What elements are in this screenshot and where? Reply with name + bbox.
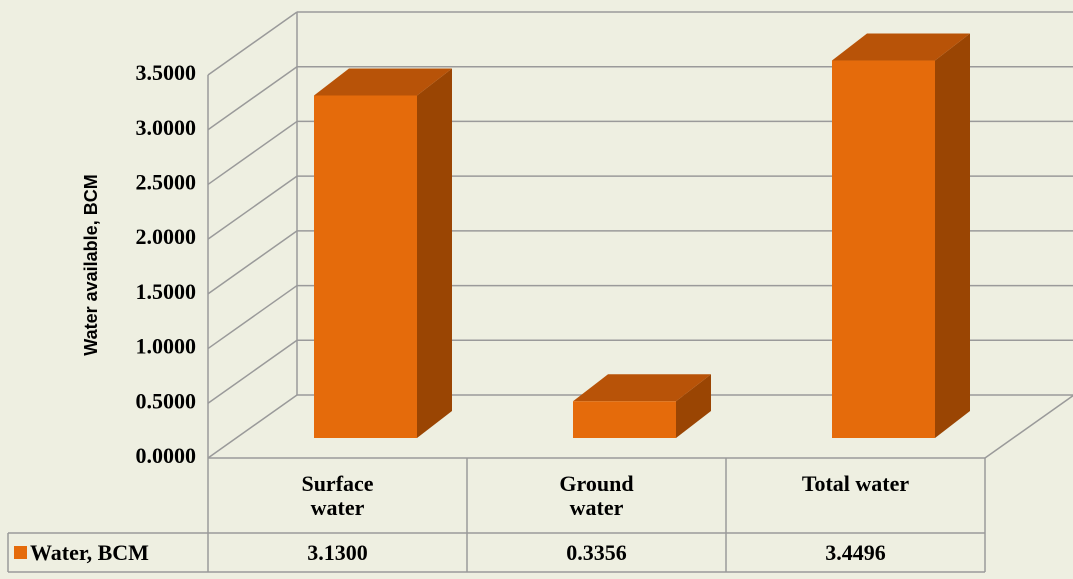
y-tick-label: 1.0000 [136, 334, 197, 359]
x-tick-label: Surface water [301, 471, 374, 520]
bar [573, 401, 676, 438]
bar-top [573, 374, 711, 402]
bar [314, 95, 417, 438]
y-tick-label: 0.5000 [136, 388, 197, 413]
y-tick-label: 2.0000 [136, 224, 197, 249]
x-tick-label: Ground water [559, 471, 634, 520]
y-tick-label: 2.5000 [136, 169, 197, 194]
bar-side [676, 374, 711, 438]
grid-line [207, 230, 298, 295]
grid-line [207, 120, 298, 186]
legend-label: Water, BCM [30, 540, 149, 565]
y-axis-title: Water available, BCM [81, 174, 101, 355]
bar-top [314, 68, 452, 96]
grid-line [207, 175, 298, 240]
legend-swatch [14, 546, 27, 559]
floor-edge [984, 394, 1073, 459]
table-value: 0.3356 [566, 540, 627, 565]
table-value: 3.1300 [307, 540, 368, 565]
bar-side [935, 33, 970, 439]
y-tick-label: 3.5000 [136, 60, 197, 85]
grid-line [207, 284, 298, 350]
grid-line [207, 66, 298, 131]
y-tick-label: 3.0000 [136, 115, 197, 140]
x-tick-label: Total water [801, 471, 910, 496]
grid-line [207, 11, 298, 76]
bar-top [832, 33, 970, 61]
bar-side [417, 68, 452, 438]
y-tick-label: 0.0000 [136, 443, 197, 468]
y-tick-label: 1.5000 [136, 279, 197, 304]
grid-line [207, 339, 298, 404]
bar [832, 60, 935, 439]
grid-line [207, 394, 298, 459]
table-value: 3.4496 [825, 540, 886, 565]
